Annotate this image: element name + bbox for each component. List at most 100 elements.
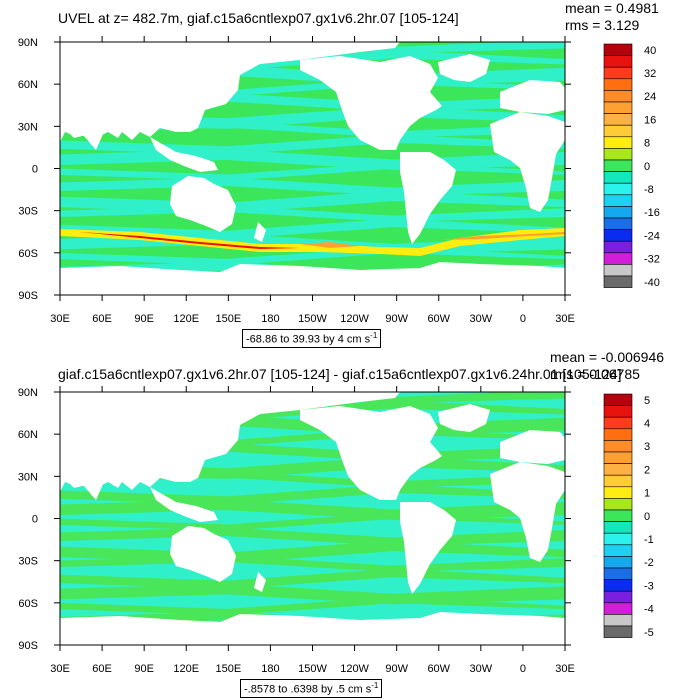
land-eurasia	[60, 42, 400, 146]
top-map-plot: 30E 60E 90E 120E 150E 180 150W 120W 90W 60W 30W 0 30…	[18, 36, 660, 325]
colorbar-label: -3	[644, 580, 654, 592]
bottom-colorbar: 5 4 3 2 1 0 -1 -2 -3 -4 -5	[603, 393, 654, 639]
colorbar-box	[603, 101, 633, 114]
colorbar-box	[603, 405, 633, 418]
colorbar-label: 3	[644, 441, 650, 453]
colorbar-box	[603, 113, 633, 126]
x-tick-label: 30E	[555, 313, 575, 325]
colorbar-box	[603, 474, 633, 488]
y-tick-label: 90S	[18, 290, 38, 302]
colorbar-box	[603, 602, 633, 615]
bottom-mean-label: mean = -0.006946	[550, 349, 665, 365]
x-tick-label: 180	[261, 663, 279, 675]
colorbar-label: -40	[644, 277, 660, 289]
x-tick-label: 120E	[173, 663, 199, 675]
x-tick-label: 60W	[427, 313, 450, 325]
land-greenland	[438, 404, 490, 432]
land-africa-west	[490, 112, 565, 212]
x-tick-label: 90E	[134, 663, 154, 675]
land-north-america	[300, 406, 442, 500]
x-tick-label: 60E	[92, 663, 112, 675]
land-south-america	[400, 152, 456, 244]
colorbar-box	[603, 579, 633, 592]
colorbar-box	[603, 393, 633, 406]
colorbar-box	[603, 148, 633, 161]
colorbar-box	[603, 440, 633, 453]
colorbar-box	[603, 498, 633, 511]
x-tick-label: 60W	[427, 663, 450, 675]
colorbar-label: 2	[644, 464, 650, 476]
x-tick-label: 90E	[134, 313, 154, 325]
colorbar-label: -32	[644, 254, 660, 266]
colorbar-box	[603, 590, 633, 604]
colorbar-box	[603, 486, 633, 499]
bottom-range-text: -.8578 to .6398 by .5	[244, 683, 345, 696]
y-tick-label: 30S	[18, 556, 38, 568]
land-se-asia-islands	[150, 487, 218, 522]
x-tick-label: 0	[520, 663, 526, 675]
x-tick-label: 90W	[385, 663, 408, 675]
land-north-america	[300, 56, 442, 150]
colorbar-box	[603, 614, 633, 627]
colorbar-box	[603, 451, 633, 464]
bottom-rms-label: rms = 0.06785	[550, 366, 640, 382]
land-australia	[170, 526, 236, 582]
colorbar-label: -1	[644, 534, 654, 546]
ocean-band	[60, 596, 565, 616]
colorbar-box	[603, 240, 633, 254]
colorbar-box	[603, 252, 633, 265]
ocean-band	[60, 246, 565, 266]
x-tick-label: 150W	[298, 313, 327, 325]
x-tick-label: 150E	[215, 313, 241, 325]
top-range-text: -68.86 to 39.93 by 4	[246, 333, 344, 346]
top-units-exp: -1	[370, 331, 378, 340]
x-tick-label: 150W	[298, 663, 327, 675]
top-plot-title: UVEL at z= 482.7m, giaf.c15a6cntlexp07.g…	[58, 10, 459, 26]
ocean-band	[60, 583, 565, 605]
x-tick-label: 150E	[215, 663, 241, 675]
colorbar-box	[603, 625, 633, 638]
land-new-zealand	[254, 222, 266, 242]
colorbar-box	[603, 90, 633, 103]
land-antarctica	[60, 262, 565, 295]
x-tick-label: 120W	[340, 313, 369, 325]
top-acc-jet	[60, 228, 565, 256]
top-axes: 30E 60E 90E 120E 150E 180 150W 120W 90W 60W 30W 0 30…	[18, 36, 575, 325]
colorbar-label: 0	[644, 511, 650, 523]
colorbar-box	[603, 43, 633, 56]
land-europe	[500, 80, 565, 114]
land-greenland	[438, 54, 490, 82]
land-arabia-india	[60, 110, 104, 150]
colorbar-label: -2	[644, 557, 654, 569]
y-tick-label: 30S	[18, 206, 38, 218]
colorbar-box	[603, 78, 633, 91]
colorbar-label: 40	[644, 45, 656, 57]
colorbar-label: 16	[644, 114, 656, 126]
top-continents	[60, 42, 565, 295]
x-tick-label: 120W	[340, 663, 369, 675]
colorbar-box	[603, 556, 633, 569]
colorbar-label: -8	[644, 184, 654, 196]
bottom-map-plot: 30E 60E 90E 120E 150E 180 150W 120W 90W 60W 30W 0 30…	[18, 386, 654, 675]
x-tick-label: 30W	[470, 313, 493, 325]
land-se-asia-islands	[150, 137, 218, 172]
colorbar-box	[603, 544, 633, 557]
colorbar-box	[603, 66, 633, 80]
colorbar-label: 24	[644, 91, 656, 103]
x-tick-label: 120E	[173, 313, 199, 325]
top-mean-label: mean = 0.4981	[565, 0, 659, 16]
ocean-band	[60, 134, 565, 155]
ocean-band	[60, 218, 565, 240]
y-tick-label: 60N	[18, 79, 38, 91]
y-tick-label: 90N	[18, 37, 38, 49]
land-new-zealand	[254, 572, 266, 592]
colorbar-box	[603, 206, 633, 219]
colorbar-label: -24	[644, 230, 660, 242]
x-tick-label: 60E	[92, 313, 112, 325]
bottom-contour-range-box: -.8578 to .6398 by .5 cm s-1	[240, 679, 383, 698]
land-south-america	[400, 502, 456, 594]
colorbar-box	[603, 136, 633, 149]
y-tick-label: 60S	[18, 248, 38, 260]
x-tick-label: 30W	[470, 663, 493, 675]
land-arabia-india	[60, 460, 104, 500]
